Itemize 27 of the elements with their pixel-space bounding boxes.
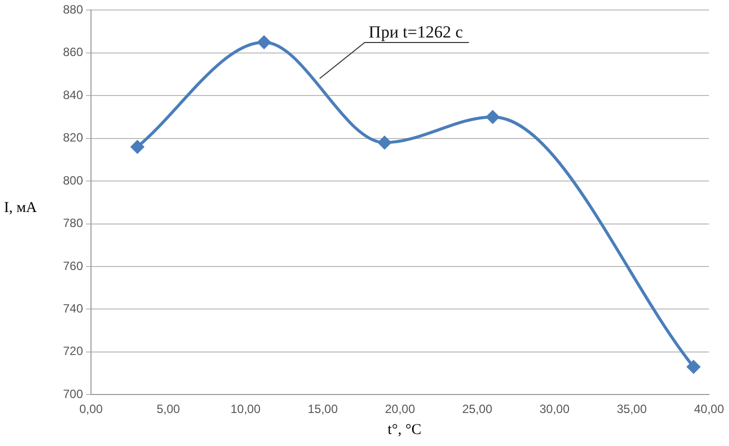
y-tick-label: 840 — [62, 88, 84, 102]
x-tick-label: 40,00 — [694, 402, 724, 416]
y-tick-label: 760 — [62, 258, 84, 273]
x-tick-label: 5,00 — [156, 402, 180, 416]
point — [378, 136, 392, 150]
x-tick-label: 25,00 — [462, 402, 493, 416]
x-tick-label: 30,00 — [539, 402, 570, 416]
point — [687, 360, 700, 374]
y-tick-label: 780 — [62, 216, 84, 230]
y-tick-label: 860 — [62, 45, 84, 60]
point — [258, 36, 271, 49]
point — [130, 140, 144, 154]
y-tick-label: 740 — [62, 301, 84, 316]
y-tick-label: 820 — [62, 130, 84, 145]
y-axis-title: I, мА — [4, 200, 37, 217]
y-tick-label: 800 — [62, 173, 84, 188]
point — [486, 110, 500, 124]
x-tick-label: 10,00 — [230, 402, 261, 416]
y-tick-label: 720 — [62, 344, 84, 358]
x-tick-label: 35,00 — [616, 402, 648, 416]
annotation: При t=1262 с — [368, 22, 464, 42]
x-tick-label: 0,00 — [79, 402, 104, 416]
y-tick-label: 700 — [62, 386, 84, 401]
x-tick-label: 20,00 — [384, 402, 416, 416]
y-tick-label: 880 — [62, 2, 84, 17]
x-tick-label: 15,00 — [308, 402, 338, 416]
x-axis-title: t°, °C — [386, 422, 422, 439]
